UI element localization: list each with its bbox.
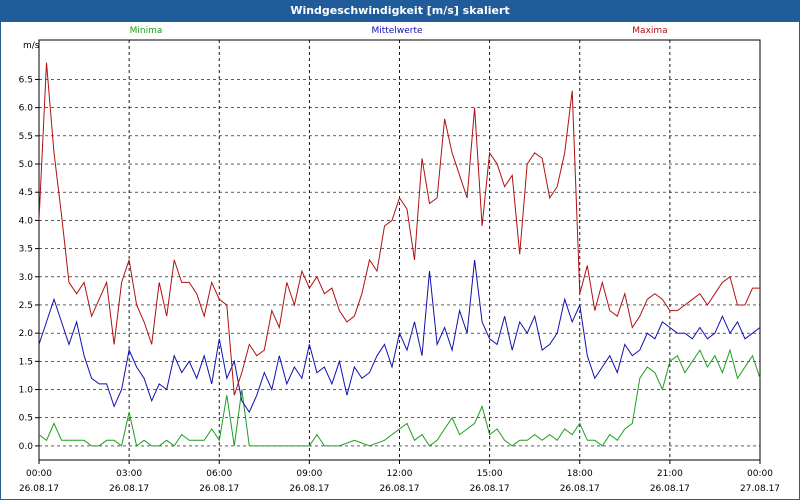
x-tick-date-label: 26.08.17 <box>470 484 510 494</box>
x-tick-time-label: 12:00 <box>387 469 413 479</box>
y-tick-label: 3.0 <box>19 273 34 283</box>
x-tick-time-label: 15:00 <box>477 469 503 479</box>
x-tick-date-label: 26.08.17 <box>19 484 59 494</box>
x-tick-date-label: 27.08.17 <box>740 484 780 494</box>
y-axis-label: m/s <box>23 41 40 51</box>
y-tick-label: 5.0 <box>19 160 34 170</box>
x-tick-time-label: 18:00 <box>567 469 593 479</box>
x-tick-date-label: 26.08.17 <box>289 484 329 494</box>
y-tick-label: 0.0 <box>19 442 34 452</box>
legend-entry-maxima: Maxima <box>632 26 667 36</box>
x-tick-date-label: 26.08.17 <box>560 484 600 494</box>
y-tick-label: 1.5 <box>19 357 33 367</box>
x-tick-time-label: 00:00 <box>26 469 52 479</box>
y-tick-label: 1.0 <box>19 386 34 396</box>
y-tick-label: 2.5 <box>19 301 33 311</box>
x-tick-time-label: 21:00 <box>657 469 683 479</box>
x-tick-time-label: 06:00 <box>206 469 232 479</box>
chart-title: Windgeschwindigkeit [m/s] skaliert <box>0 0 800 22</box>
y-tick-label: 4.0 <box>19 216 34 226</box>
x-tick-time-label: 09:00 <box>296 469 322 479</box>
x-tick-date-label: 26.08.17 <box>650 484 690 494</box>
legend-entry-mittelwerte: Mittelwerte <box>371 26 422 36</box>
y-tick-label: 6.5 <box>19 75 33 85</box>
x-tick-date-label: 26.08.17 <box>379 484 419 494</box>
y-tick-label: 4.5 <box>19 188 33 198</box>
chart-svg: 0.0 0.5 1.0 1.5 2.0 2.5 3.0 3.5 4.0 4.5 5.0 5.5 6.0 6… <box>0 22 800 500</box>
y-tick-label: 0.5 <box>19 414 33 424</box>
x-tick-time-label: 03:00 <box>116 469 142 479</box>
x-tick-time-label: 00:00 <box>747 469 773 479</box>
y-tick-label: 6.0 <box>19 104 34 114</box>
y-tick-label: 2.0 <box>19 329 34 339</box>
x-tick-date-label: 26.08.17 <box>109 484 149 494</box>
legend: Minima Mittelwerte Maxima <box>130 26 668 36</box>
y-tick-label: 3.5 <box>19 245 33 255</box>
grid <box>39 40 760 460</box>
y-tick-label: 5.5 <box>19 132 33 142</box>
x-tick-date-label: 26.08.17 <box>199 484 239 494</box>
legend-entry-minima: Minima <box>130 26 163 36</box>
